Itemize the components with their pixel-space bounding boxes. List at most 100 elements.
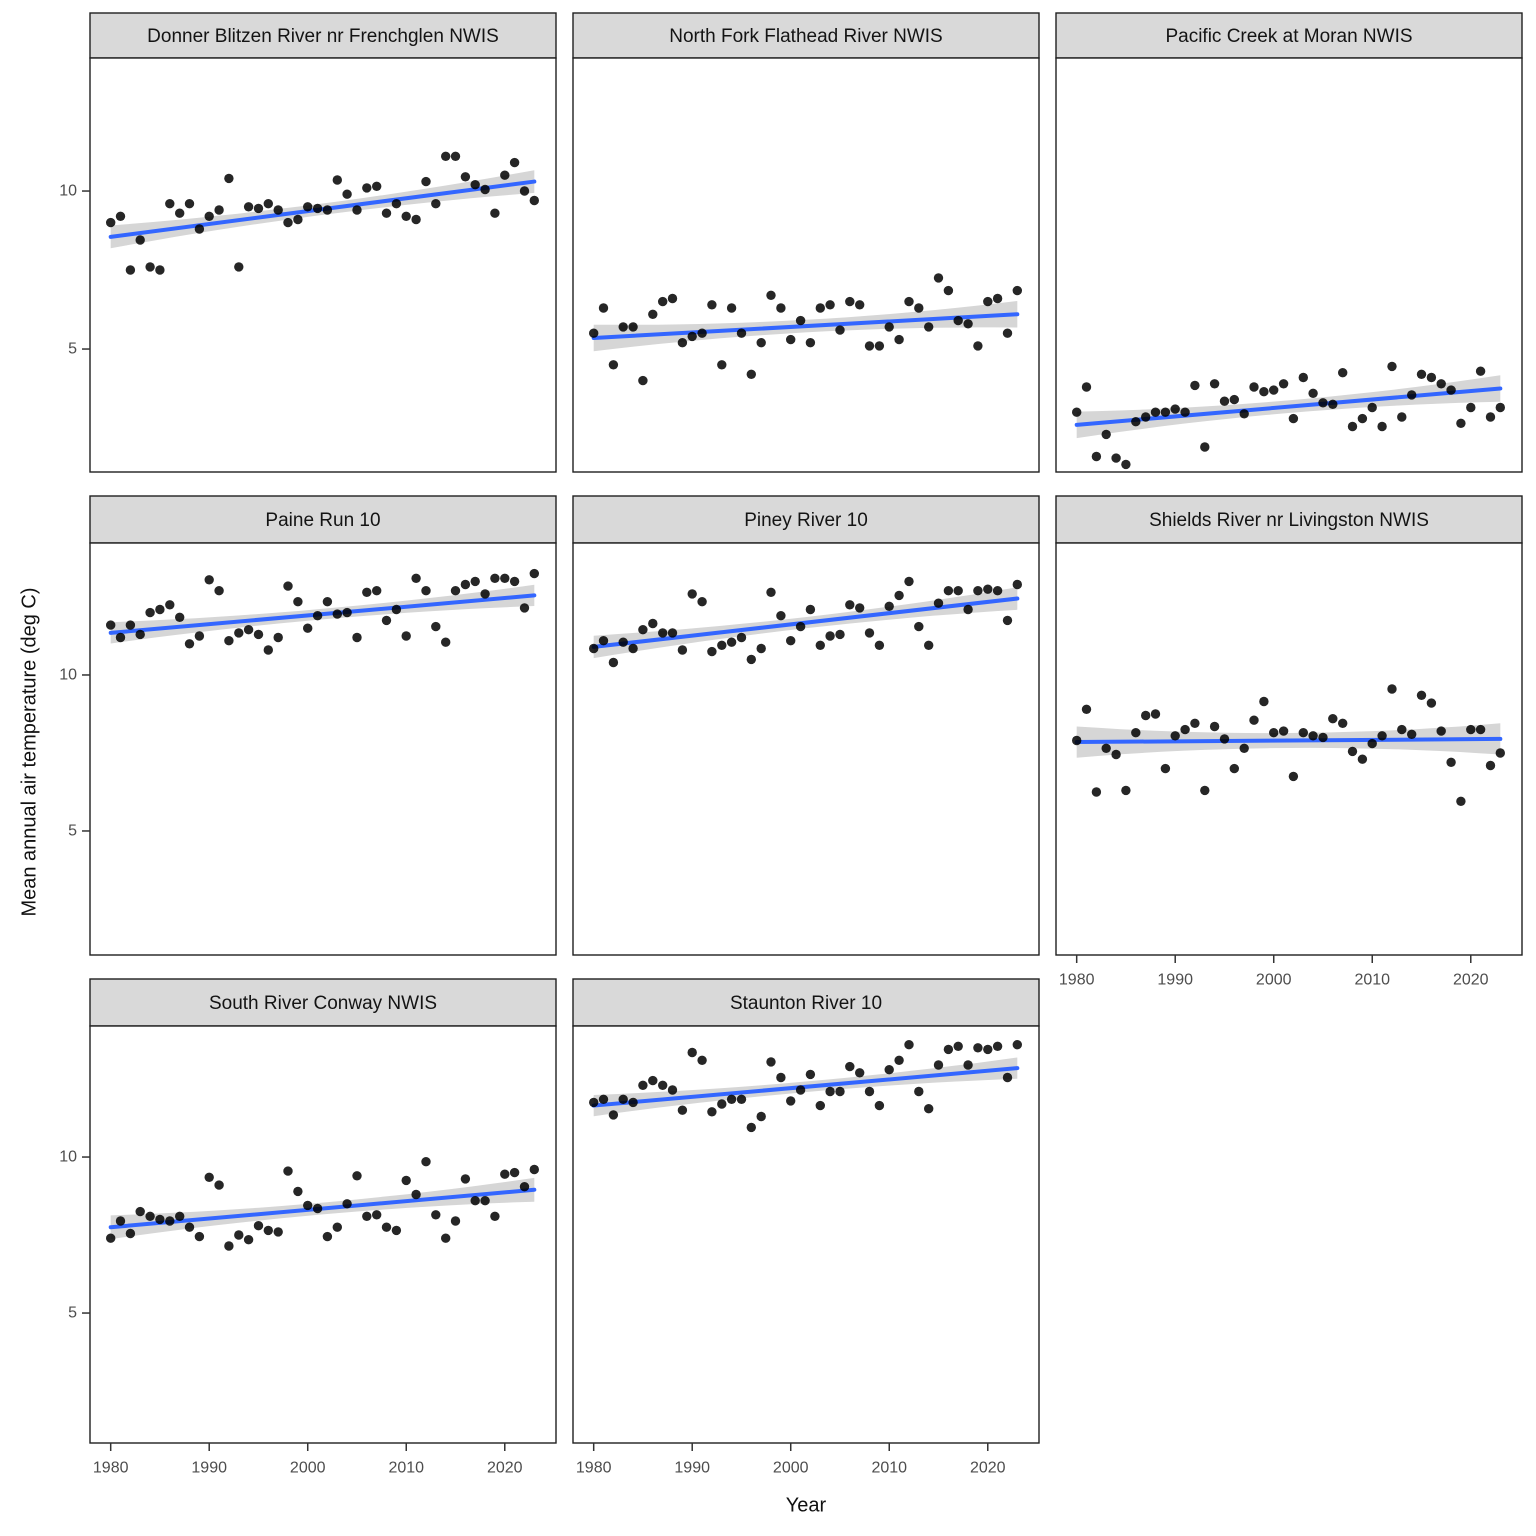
data-point	[598, 303, 609, 313]
data-point	[776, 303, 786, 313]
data-point	[953, 586, 963, 596]
data-point	[175, 612, 185, 622]
data-point	[618, 1094, 628, 1105]
data-point	[1209, 721, 1220, 732]
data-point	[648, 1075, 658, 1086]
facet-strip-title: North Fork Flathead River NWIS	[669, 26, 942, 47]
data-point	[411, 1189, 421, 1200]
data-point	[224, 1241, 234, 1251]
data-point	[667, 628, 678, 638]
data-point	[1249, 715, 1259, 725]
data-point	[204, 211, 214, 221]
data-point	[766, 587, 776, 597]
data-point	[628, 322, 638, 332]
data-point	[983, 296, 993, 307]
data-point	[1190, 380, 1200, 391]
data-point	[924, 322, 934, 332]
data-point	[1081, 704, 1092, 714]
data-point	[874, 640, 885, 650]
data-point	[352, 1171, 362, 1181]
facet-strip-title: Piney River 10	[744, 510, 868, 531]
data-point	[825, 1086, 835, 1097]
facet-panel-border	[572, 1025, 1040, 1444]
data-point	[608, 657, 619, 668]
data-point	[1475, 724, 1486, 735]
data-point	[234, 1230, 244, 1240]
data-point	[766, 1057, 776, 1067]
data-point	[1288, 771, 1299, 782]
data-point	[1407, 390, 1417, 400]
trend-line	[591, 312, 1020, 340]
data-point	[303, 1200, 313, 1211]
data-point	[933, 598, 944, 608]
data-point	[933, 273, 944, 283]
data-point	[943, 1044, 954, 1055]
data-point	[450, 586, 461, 596]
data-point	[1278, 379, 1289, 389]
facet-panel-background	[573, 58, 1039, 472]
data-point	[322, 205, 333, 215]
data-point	[1495, 748, 1506, 758]
data-point	[786, 636, 796, 646]
data-point	[1446, 757, 1456, 767]
data-point	[303, 202, 313, 212]
data-point	[500, 170, 510, 180]
data-point	[845, 296, 855, 307]
data-point	[776, 611, 786, 621]
data-point	[332, 175, 342, 185]
data-point	[184, 1222, 195, 1232]
data-point	[1475, 366, 1486, 376]
data-point	[618, 637, 628, 647]
facet-strip	[1055, 495, 1523, 544]
data-point	[943, 586, 954, 596]
data-point	[746, 369, 756, 379]
data-point	[243, 202, 254, 212]
facet-strip-title: Donner Blitzen River nr Frenchglen NWIS	[147, 26, 499, 47]
x-tick-label: 2010	[388, 1460, 424, 1477]
data-point	[805, 1069, 816, 1080]
data-point	[1091, 787, 1102, 797]
trend-line	[108, 179, 537, 239]
data-point	[1347, 421, 1358, 432]
data-point	[845, 1061, 855, 1072]
data-point	[707, 1107, 717, 1117]
data-point	[401, 1175, 411, 1186]
data-point	[460, 172, 471, 182]
data-point	[756, 338, 766, 348]
data-point	[756, 1111, 766, 1122]
data-point	[963, 1060, 973, 1070]
data-point	[421, 176, 431, 187]
data-point	[864, 1086, 875, 1097]
data-point	[904, 576, 914, 587]
data-point	[1121, 459, 1131, 470]
data-point	[1259, 696, 1269, 707]
data-point	[529, 568, 539, 579]
data-point	[1387, 361, 1397, 372]
data-point	[1416, 690, 1427, 700]
data-point	[648, 309, 658, 319]
data-point	[894, 1055, 904, 1066]
data-point	[874, 1100, 885, 1111]
data-point	[1170, 731, 1180, 741]
x-tick-label: 1980	[576, 1460, 612, 1477]
data-point	[943, 285, 954, 296]
data-point	[766, 290, 776, 300]
data-point	[1298, 372, 1309, 383]
data-point	[1160, 407, 1171, 417]
y-axis-title: Mean annual air temperature (deg C)	[18, 587, 41, 917]
data-point	[450, 1216, 461, 1226]
data-point	[677, 338, 688, 348]
data-point	[894, 334, 904, 345]
data-point	[125, 620, 136, 630]
data-point	[1111, 749, 1121, 760]
data-point	[529, 195, 539, 206]
data-point	[243, 1235, 254, 1245]
data-point	[115, 211, 126, 221]
data-point	[983, 1044, 993, 1055]
x-tick-label: 2020	[970, 1460, 1006, 1477]
data-point	[135, 1206, 145, 1217]
data-point	[1170, 404, 1180, 414]
data-point	[1229, 763, 1240, 774]
data-point	[904, 1040, 914, 1050]
x-tick-label: 1980	[1059, 972, 1095, 989]
